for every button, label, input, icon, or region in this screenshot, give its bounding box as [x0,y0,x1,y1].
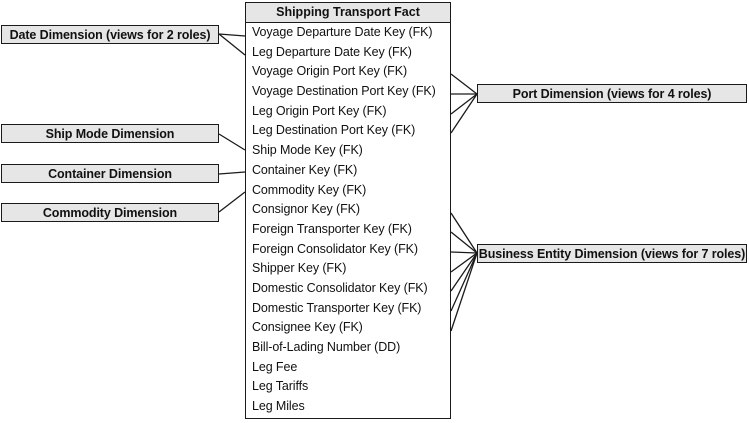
fact-table-title: Shipping Transport Fact [246,3,450,23]
connector-port-leg-origin [450,93,478,115]
fact-column: Domestic Consolidator Key (FK) [252,280,428,295]
connector-be-consignee [450,252,478,332]
fact-column: Leg Miles [252,399,305,414]
connector-be-shipper [450,252,478,273]
fact-column: Domestic Transporter Key (FK) [252,300,422,315]
connector-container [218,171,246,175]
fact-column: Leg Fee [252,359,298,374]
fact-column: Leg Destination Port Key (FK) [252,123,416,138]
connector-be-foreign-consolidator [450,251,478,254]
fact-table-columns: Voyage Departure Date Key (FK) Leg Depar… [246,23,450,417]
fact-column: Consignor Key (FK) [252,202,360,217]
fact-column: Voyage Departure Date Key (FK) [252,25,433,39]
fact-column: Bill-of-Lading Number (DD) [252,340,401,354]
fact-column: Shipper Key (FK) [252,261,347,276]
connector-be-domestic-transporter [450,252,478,312]
connector-ship-mode [218,133,246,151]
connector-be-foreign-transporter [450,231,478,254]
connector-port-voyage-origin [450,73,478,95]
connector-be-consignor [450,212,478,254]
business-entity-dimension-box: Business Entity Dimension (views for 7 r… [477,244,747,263]
fact-column: Foreign Transporter Key (FK) [252,221,412,236]
fact-column: Commodity Key (FK) [252,182,367,197]
connector-date-voyage-departure [218,33,246,37]
fact-column: Leg Tariffs [252,379,309,394]
shipping-transport-fact-table: Shipping Transport Fact Voyage Departure… [245,2,451,419]
fact-column: Foreign Consolidator Key (FK) [252,241,418,256]
fact-column: Voyage Destination Port Key (FK) [252,84,436,99]
date-dimension-box: Date Dimension (views for 2 roles) [1,25,219,44]
fact-column: Ship Mode Key (FK) [252,143,363,158]
ship-mode-dimension-box: Ship Mode Dimension [1,124,219,143]
commodity-dimension-box: Commodity Dimension [1,203,219,222]
fact-column: Consignee Key (FK) [252,320,363,335]
fact-column: Leg Origin Port Key (FK) [252,103,387,118]
connector-be-domestic-consolidator [450,252,478,292]
port-dimension-box: Port Dimension (views for 4 roles) [477,84,747,103]
fact-column: Leg Departure Date Key (FK) [252,44,412,59]
fact-column: Container Key (FK) [252,162,358,177]
container-dimension-box: Container Dimension [1,164,219,183]
connector-commodity [218,191,246,213]
connector-port-leg-destination [450,93,478,134]
fact-column: Voyage Origin Port Key (FK) [252,64,408,79]
connector-date-leg-departure [218,33,246,56]
